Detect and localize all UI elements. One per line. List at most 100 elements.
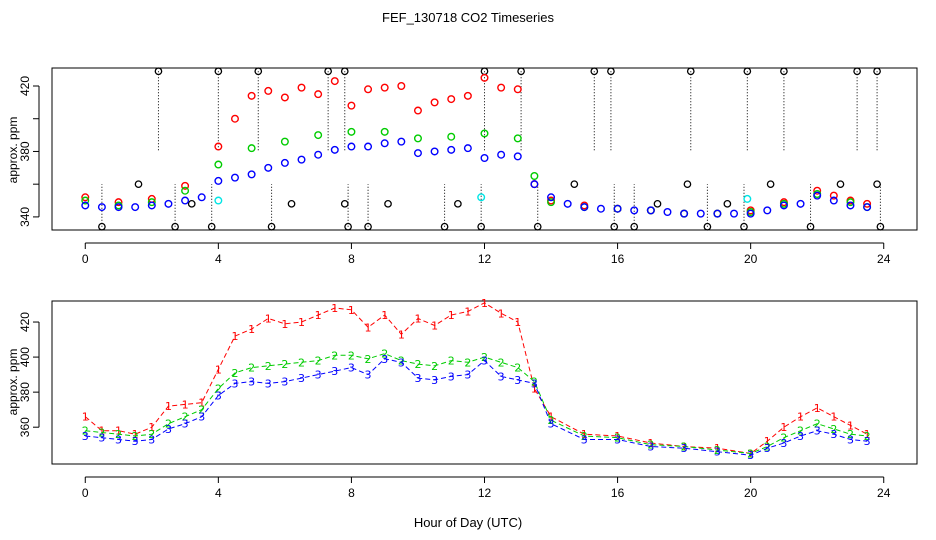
y-tick-label: 340 — [18, 207, 32, 227]
series-3-symbol: 3 — [198, 411, 205, 424]
outlier-point-low — [610, 222, 619, 231]
series-2-point — [413, 134, 422, 143]
outlier-point-high — [873, 67, 881, 76]
series-1-symbol: 1 — [281, 318, 288, 331]
series-3-point — [530, 180, 539, 189]
x-tick-label: 16 — [611, 252, 625, 266]
outlier-point-low — [171, 222, 179, 231]
series-1-symbol: 1 — [498, 307, 505, 320]
series-3-point — [264, 163, 273, 172]
series-3-point — [497, 150, 506, 159]
series-2-symbol: 2 — [681, 440, 688, 453]
series-1-symbol: 1 — [148, 421, 155, 434]
series-2-symbol: 2 — [864, 430, 871, 443]
series-2-symbol: 2 — [548, 414, 555, 427]
series-3-point — [131, 203, 140, 212]
series-1-symbol: 1 — [98, 425, 105, 438]
outlier-point — [454, 199, 462, 208]
series-3-symbol: 3 — [464, 369, 471, 382]
cyan-point — [743, 194, 752, 203]
y-tick-label: 360 — [18, 417, 32, 437]
x-tick-label: 12 — [478, 252, 492, 266]
outlier-point-low — [207, 222, 216, 231]
chart-title: FEF_130718 CO2 Timeseries — [382, 10, 554, 25]
series-2-point — [846, 198, 855, 207]
x-tick-label: 8 — [348, 252, 355, 266]
series-2-symbol: 2 — [98, 426, 105, 439]
outlier-point — [287, 199, 296, 208]
series-1-symbol: 1 — [780, 421, 787, 434]
series-2-symbol: 2 — [398, 355, 405, 368]
x-tick-label: 24 — [877, 252, 891, 266]
series-2-symbol: 2 — [281, 358, 288, 371]
series-2-symbol: 2 — [182, 411, 189, 424]
series-3-symbol: 3 — [714, 446, 721, 459]
series-1-point — [863, 199, 872, 208]
series-1-symbol: 1 — [481, 297, 488, 310]
series-3-point — [81, 201, 90, 210]
outlier-point-low — [740, 222, 748, 231]
series-3-point — [630, 206, 639, 215]
series-1-symbol: 1 — [298, 316, 305, 329]
series-1-symbol: 1 — [797, 411, 804, 424]
outlier-point — [766, 180, 775, 189]
series-2-symbol: 2 — [830, 423, 837, 436]
series-2-point — [181, 186, 190, 195]
series-3-symbol: 3 — [581, 433, 588, 446]
series-1-symbol: 1 — [814, 402, 821, 415]
series-3-symbol: 3 — [348, 362, 355, 375]
bottom-plot-frame — [51, 300, 918, 465]
series-2-symbol: 2 — [747, 447, 754, 460]
outlier-point-high — [686, 67, 695, 76]
y-tick-label: 400 — [18, 347, 32, 367]
series-2-symbol: 2 — [298, 356, 305, 369]
outlier-point — [570, 180, 579, 189]
series-2-symbol: 2 — [614, 432, 621, 445]
series-1-symbol: 1 — [714, 442, 721, 455]
series-1-symbol: 1 — [165, 400, 172, 413]
series-3-point — [730, 209, 739, 218]
series-3-symbol: 3 — [98, 432, 105, 445]
series-3-symbol: 3 — [132, 435, 139, 448]
series-2-symbol: 2 — [265, 360, 272, 373]
series-3-symbol: 3 — [747, 449, 754, 462]
series-2-symbol: 2 — [248, 362, 255, 375]
series-3-point — [713, 209, 722, 218]
series-1-symbol: 1 — [398, 328, 405, 341]
series-2-symbol: 2 — [531, 376, 538, 389]
series-3-point — [147, 201, 156, 210]
series-3-point — [380, 139, 389, 148]
y-tick-label: 380 — [18, 141, 32, 161]
series-3-point — [863, 203, 872, 212]
series-2-symbol: 2 — [514, 362, 521, 375]
series-1-symbol: 1 — [365, 321, 372, 334]
series-3-point — [613, 204, 622, 213]
series-2-symbol: 2 — [764, 440, 771, 453]
series-3-symbol: 3 — [414, 372, 421, 385]
series-2-symbol: 2 — [132, 430, 139, 443]
series-3-symbol: 3 — [431, 374, 438, 387]
x-tick-label: 0 — [82, 252, 89, 266]
x-tick-label: 20 — [744, 486, 758, 500]
series-2-symbol: 2 — [847, 428, 854, 441]
series-3-point — [181, 196, 190, 205]
outlier-point-high — [780, 67, 788, 76]
top-panel: approx. ppm 0 4 8 12 16 20 24 340 380 420 — [6, 67, 918, 266]
outlier-point — [653, 199, 662, 208]
series-1-point — [829, 191, 838, 200]
series-1-point — [364, 85, 373, 94]
x-tick-label: 8 — [348, 486, 355, 500]
outlier-point — [340, 199, 349, 208]
outlier-point-low — [364, 222, 372, 231]
series-1-symbol: 1 — [315, 309, 322, 322]
series-2-point — [280, 137, 289, 146]
series-2-point — [147, 198, 156, 207]
series-1-symbol: 1 — [381, 309, 388, 322]
series-3-symbol: 3 — [548, 418, 555, 431]
series-2-symbol: 2 — [481, 351, 488, 364]
cyan-point — [477, 193, 486, 202]
top-y-axis-label: approx. ppm — [6, 117, 20, 184]
y-tick-label: 420 — [18, 312, 32, 332]
series-1-symbol: 1 — [514, 316, 521, 329]
